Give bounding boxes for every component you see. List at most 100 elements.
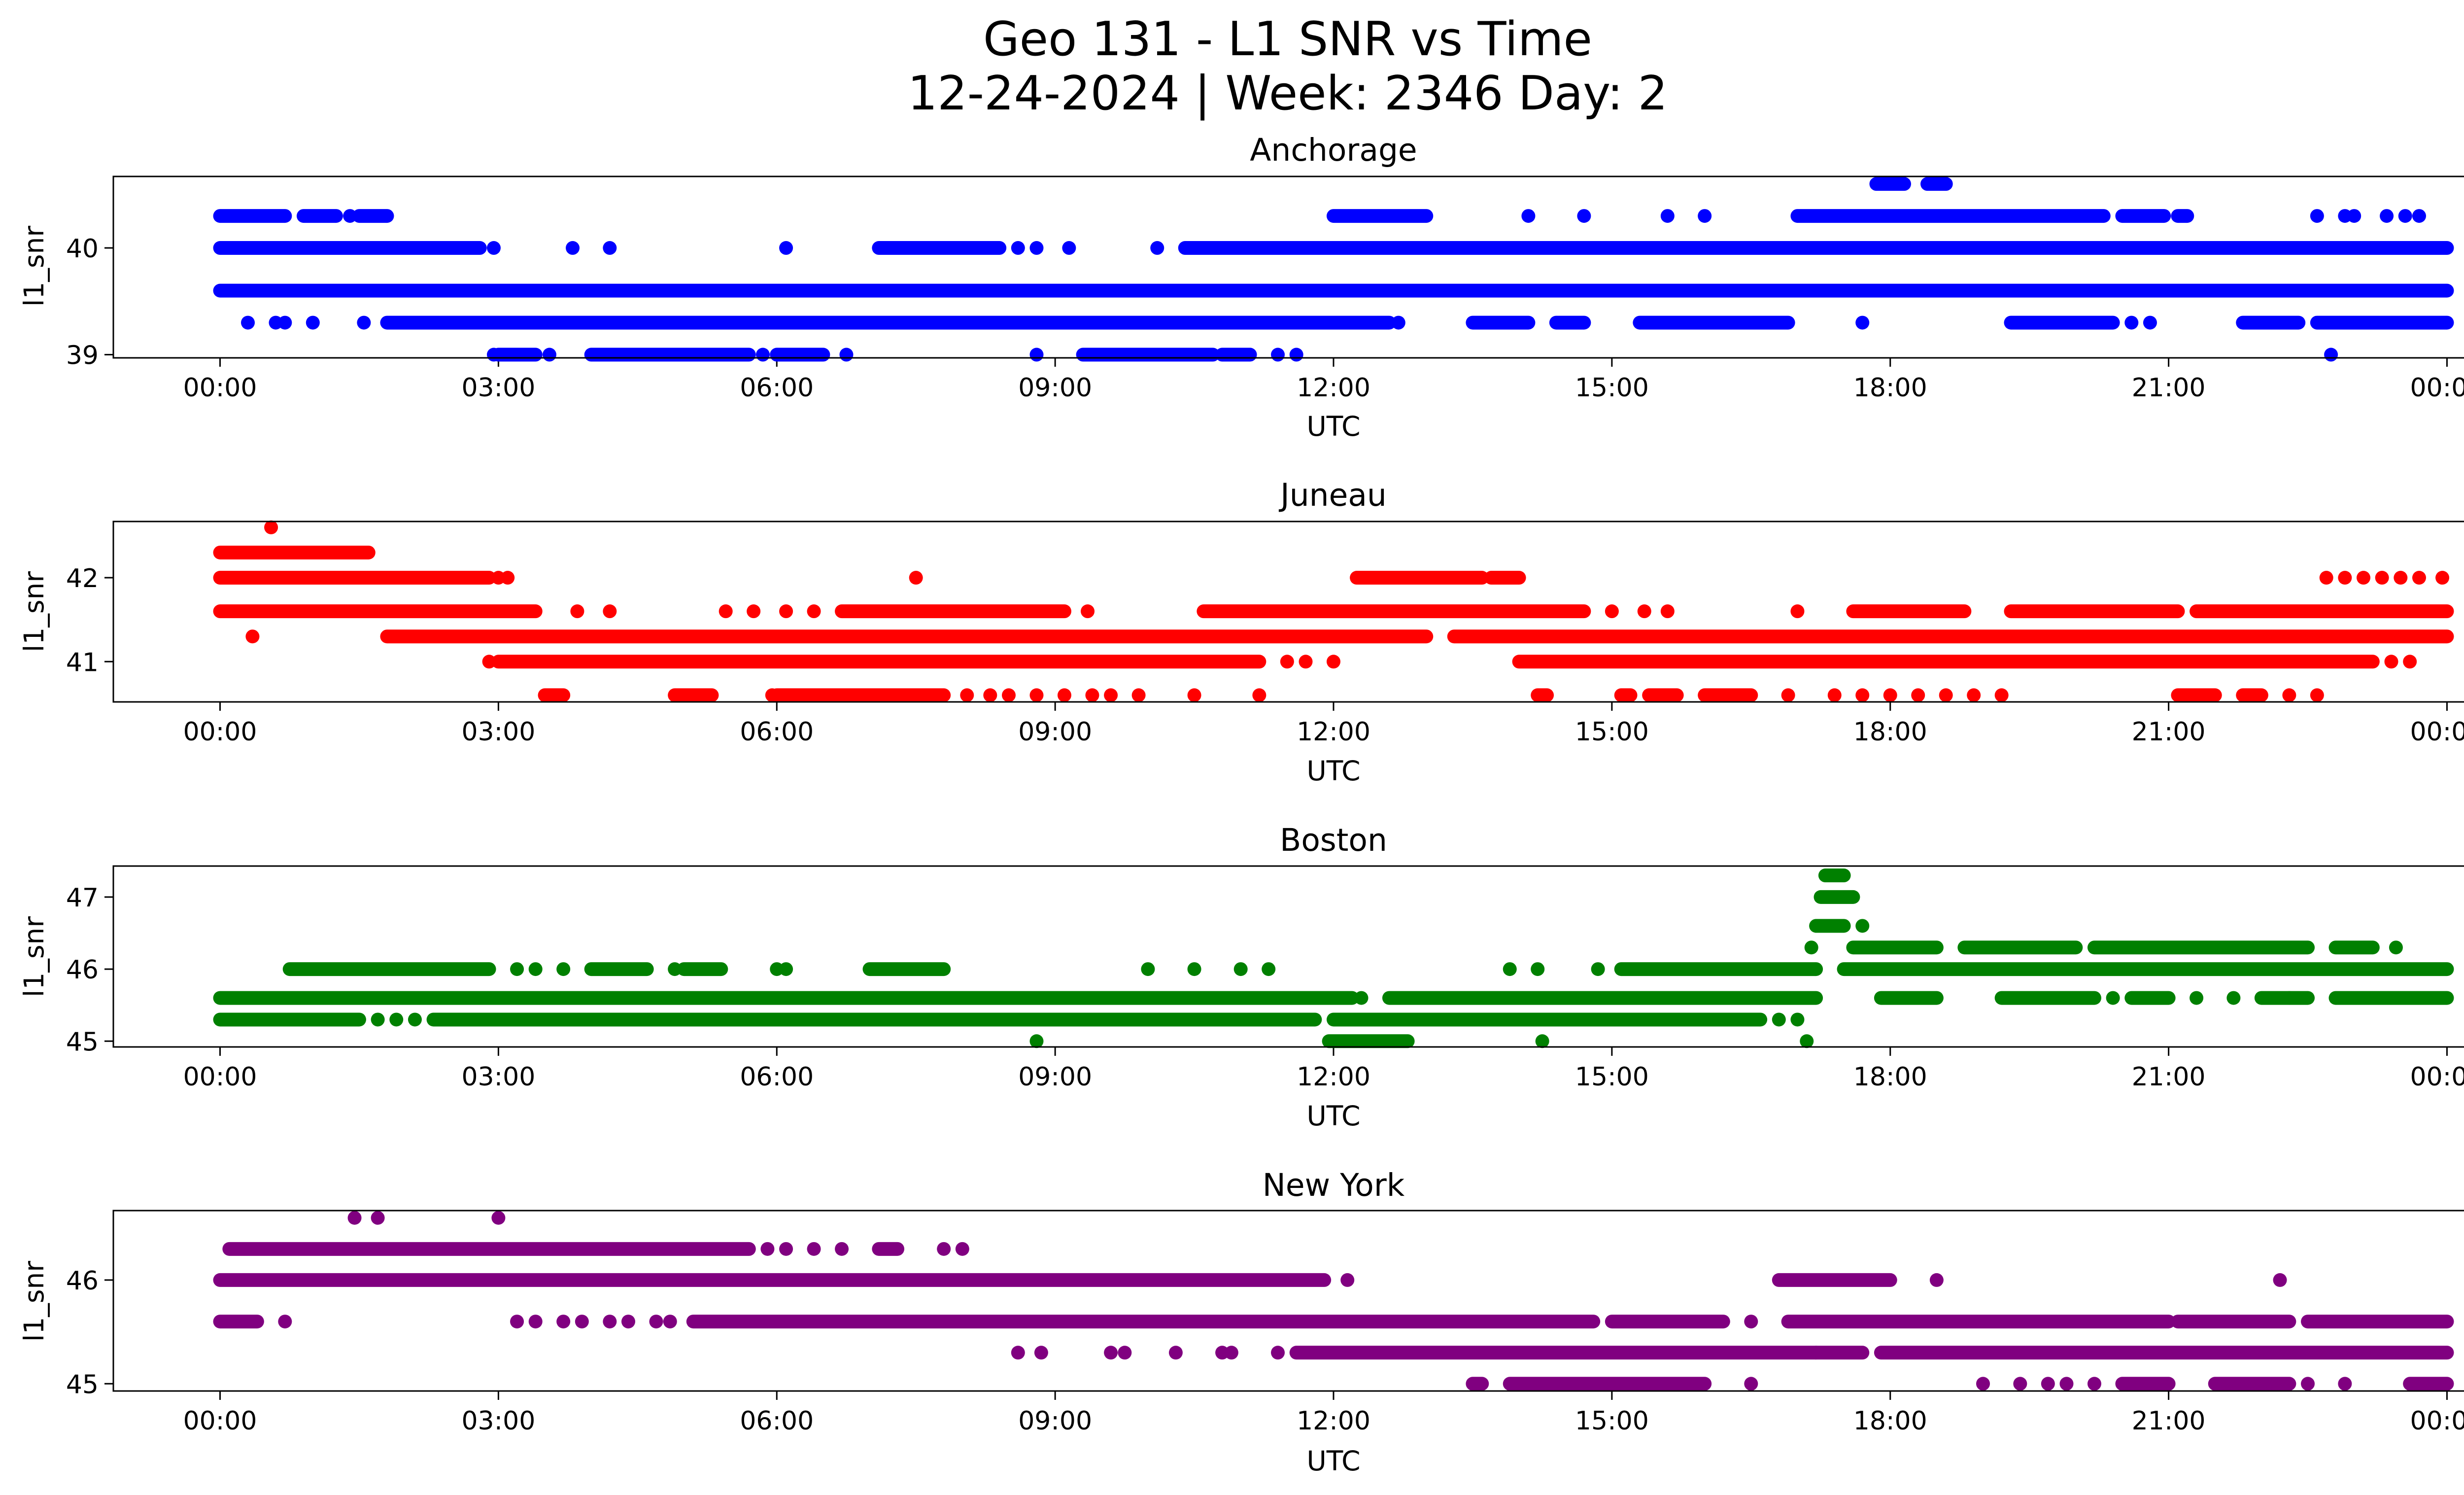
data-point — [983, 688, 997, 702]
point-run — [296, 209, 343, 223]
data-point — [2310, 209, 2324, 223]
data-point — [1224, 1346, 1238, 1360]
panel-new-york: New York UTC l1_snr 00:00 03:00 06:00 09:00… — [18, 1167, 2464, 1477]
data-point — [278, 315, 292, 330]
data-point — [2106, 991, 2120, 1005]
point-run — [1466, 1377, 1489, 1391]
data-point — [1855, 688, 1870, 702]
data-point — [960, 688, 974, 702]
data-point — [1976, 1377, 1990, 1391]
y-axis-label: l1_snr — [18, 916, 50, 997]
data-point — [2087, 1377, 2101, 1391]
point-run — [1549, 315, 1591, 330]
point-run — [2403, 1377, 2454, 1391]
data-point — [1354, 991, 1369, 1005]
data-point — [1503, 962, 1517, 976]
point-run — [584, 962, 654, 976]
x-axis-label: UTC — [1306, 1445, 1360, 1477]
x-tick-label: 21:00 — [2132, 373, 2206, 403]
point-run — [1781, 1315, 2176, 1329]
point-run — [2115, 1377, 2176, 1391]
data-point — [1011, 1346, 1025, 1360]
panel-juneau: Juneau UTC l1_snr 00:00 03:00 06:00 09:00 12… — [18, 477, 2464, 787]
data-point — [264, 520, 278, 534]
data-point — [1698, 209, 1712, 223]
x-tick-label: 00:00 — [183, 1406, 257, 1436]
point-run — [1957, 940, 2083, 955]
data-point — [486, 348, 501, 362]
y-tick-label: 46 — [66, 955, 99, 985]
data-point — [1939, 688, 1953, 702]
data-point — [2403, 655, 2417, 669]
data-point — [603, 1315, 617, 1329]
scatter-points — [213, 869, 2454, 1048]
x-tick-label: 06:00 — [740, 1062, 814, 1092]
data-point — [486, 241, 501, 255]
point-run — [1869, 177, 1911, 191]
data-point — [389, 1012, 404, 1027]
data-point — [2059, 1377, 2074, 1391]
x-tick-label: 12:00 — [1297, 373, 1370, 403]
data-point — [1804, 940, 1818, 955]
point-run — [1197, 604, 1591, 619]
point-run — [2171, 1315, 2296, 1329]
x-axis-label: UTC — [1306, 411, 1360, 442]
point-run — [538, 688, 571, 702]
data-point — [937, 1242, 951, 1256]
panel-anchorage: Anchorage UTC l1_snr 00:00 03:00 06:00 09:0… — [18, 132, 2464, 442]
x-tick-label: 00:00 — [183, 717, 257, 747]
point-run — [213, 241, 487, 255]
data-point — [1800, 1034, 1814, 1048]
point-run — [380, 315, 1396, 330]
data-point — [408, 1012, 422, 1027]
data-point — [1391, 315, 1405, 330]
data-point — [2338, 571, 2352, 585]
data-point — [2389, 940, 2403, 955]
data-point — [1855, 919, 1870, 933]
x-tick-label: 03:00 — [461, 717, 535, 747]
point-run — [1466, 315, 1536, 330]
data-point — [2143, 315, 2157, 330]
data-point — [719, 604, 733, 619]
data-point — [556, 962, 571, 976]
point-run — [677, 962, 728, 976]
point-run — [1772, 1273, 1897, 1287]
data-point — [2412, 571, 2426, 585]
y-tick-label: 42 — [66, 564, 99, 593]
y-axis-label: l1_snr — [18, 1261, 50, 1342]
x-tick-label: 15:00 — [1575, 1406, 1649, 1436]
axis-ticks: 00:00 03:00 06:00 09:00 12:00 15:00 18:00 21:00… — [66, 234, 2464, 403]
data-point — [1521, 209, 1536, 223]
data-point — [528, 1315, 543, 1329]
y-tick-label: 45 — [66, 1027, 99, 1057]
data-point — [1029, 688, 1044, 702]
data-point — [747, 604, 761, 619]
data-point — [1911, 688, 1925, 702]
data-point — [491, 1211, 506, 1225]
point-run — [1178, 241, 2454, 255]
data-point — [1827, 688, 1842, 702]
data-point — [575, 1315, 589, 1329]
point-run — [213, 571, 496, 585]
point-run — [668, 688, 719, 702]
data-point — [765, 688, 779, 702]
point-run — [1642, 688, 1684, 702]
data-point — [556, 1315, 571, 1329]
point-run — [1503, 1377, 1712, 1391]
data-point — [955, 1242, 969, 1256]
data-point — [760, 1242, 775, 1256]
data-point — [663, 1315, 677, 1329]
plot-frame — [112, 521, 2464, 703]
y-axis-label: l1_snr — [18, 226, 50, 307]
point-run — [1512, 655, 2380, 669]
point-run — [1920, 177, 1953, 191]
data-point — [779, 604, 793, 619]
data-point — [1883, 688, 1897, 702]
data-point — [807, 1242, 821, 1256]
data-point — [603, 604, 617, 619]
data-point — [1187, 688, 1201, 702]
data-point — [1744, 1315, 1758, 1329]
x-tick-label: 09:00 — [1018, 717, 1092, 747]
chart-title: Geo 131 - L1 SNR vs Time — [983, 12, 1592, 67]
point-run — [862, 962, 951, 976]
